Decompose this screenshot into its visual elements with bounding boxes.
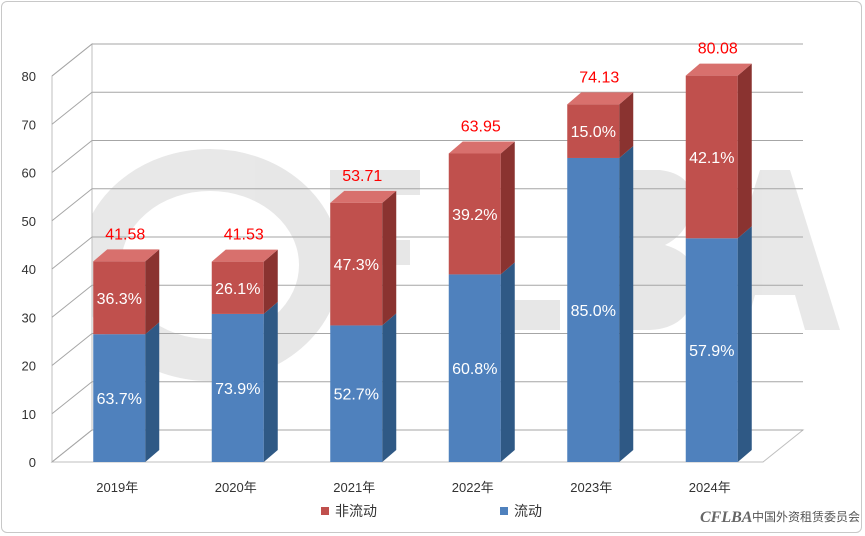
data-label-noncurrent: 42.1% xyxy=(689,150,734,167)
data-labels: 63.7% 36.3% 41.58 73.9% 26.1% 41.53 52.7% 47.3%… xyxy=(97,41,738,408)
bar-top-face xyxy=(330,190,397,203)
gridline xyxy=(51,140,803,173)
bar-top-face xyxy=(567,92,634,105)
bar-noncurrent-side xyxy=(263,249,278,314)
bar-noncurrent xyxy=(211,261,264,314)
bar-current xyxy=(448,274,501,462)
bar-top-face xyxy=(211,249,278,262)
bar-noncurrent-side xyxy=(500,141,515,275)
data-label-noncurrent: 39.2% xyxy=(452,207,497,224)
bar-top-face xyxy=(93,249,160,262)
x-tick-label: 2021年 xyxy=(333,480,375,495)
data-label-total: 74.13 xyxy=(579,69,619,86)
gridlines xyxy=(51,43,803,463)
x-tick-label: 2024年 xyxy=(689,480,731,495)
data-label-total: 41.58 xyxy=(105,226,145,243)
legend-swatch-current xyxy=(500,507,508,515)
bar-noncurrent xyxy=(685,75,738,239)
legend-label-noncurrent: 非流动 xyxy=(335,503,377,519)
bar-noncurrent xyxy=(330,202,383,326)
y-tick-label: 40 xyxy=(22,262,36,277)
data-label-noncurrent: 26.1% xyxy=(215,281,260,298)
watermark-logo: CFLBA xyxy=(700,509,753,526)
y-tick-label: 80 xyxy=(22,69,36,84)
x-tick-label: 2020年 xyxy=(215,480,257,495)
data-label-current: 52.7% xyxy=(334,387,379,404)
bar-noncurrent xyxy=(93,261,146,335)
data-label-current: 85.0% xyxy=(571,303,616,320)
bar-current xyxy=(567,157,620,462)
bar-current-side xyxy=(737,226,752,462)
data-label-noncurrent: 36.3% xyxy=(97,291,142,308)
x-tick-label: 2019年 xyxy=(96,480,138,495)
y-tick-label: 60 xyxy=(22,166,36,181)
gridline xyxy=(51,91,803,125)
data-label-current: 57.9% xyxy=(689,343,734,360)
data-label-noncurrent: 15.0% xyxy=(571,124,616,141)
gridline xyxy=(51,381,803,415)
gridline xyxy=(51,284,803,318)
bar-current xyxy=(211,313,264,462)
y-tick-label: 20 xyxy=(22,359,36,374)
data-label-total: 63.95 xyxy=(461,118,501,135)
bar-noncurrent xyxy=(448,153,501,275)
bar-current xyxy=(93,334,146,462)
bar-current-side xyxy=(382,313,397,462)
bar-noncurrent xyxy=(567,104,620,158)
gridline xyxy=(51,43,803,77)
data-label-current: 60.8% xyxy=(452,361,497,378)
bar-noncurrent-side xyxy=(619,92,634,158)
y-tick-label: 0 xyxy=(29,455,36,470)
data-label-total: 80.08 xyxy=(698,41,738,58)
bar-current xyxy=(330,325,383,462)
gridline xyxy=(51,333,803,366)
bar-noncurrent-side xyxy=(145,249,160,335)
bar-current xyxy=(685,238,738,462)
y-tick-label: 70 xyxy=(22,117,36,132)
data-label-total: 41.53 xyxy=(224,227,264,244)
data-label-total: 53.71 xyxy=(342,168,382,185)
gridline xyxy=(51,236,803,270)
legend-label-current: 流动 xyxy=(514,503,542,519)
data-label-current: 73.9% xyxy=(215,381,260,398)
y-tick-label: 30 xyxy=(22,310,36,325)
bar-top-face xyxy=(448,141,515,154)
y-axis: 0 10 20 30 40 50 60 70 80 xyxy=(22,69,36,470)
bar-current-side xyxy=(619,145,634,462)
bar-top-face xyxy=(685,63,752,76)
bar-current-side xyxy=(500,262,515,462)
x-axis: 2019年 2020年 2021年 2022年 2023年 2024年 xyxy=(96,480,730,495)
legend-swatch-noncurrent xyxy=(321,507,329,515)
bars xyxy=(93,63,752,462)
data-label-current: 63.7% xyxy=(97,391,142,408)
y-tick-label: 50 xyxy=(22,214,36,229)
gridline xyxy=(51,188,803,222)
bar-current-side xyxy=(263,301,278,462)
x-tick-label: 2023年 xyxy=(570,480,612,495)
corner-watermark: CFLBA 中国外资租赁委员会 xyxy=(700,509,860,526)
x-tick-label: 2022年 xyxy=(452,480,494,495)
y-tick-label: 10 xyxy=(22,407,36,422)
data-label-noncurrent: 47.3% xyxy=(334,257,379,274)
watermark-org-name: 中国外资租赁委员会 xyxy=(752,509,860,524)
legend: 非流动 流动 xyxy=(321,503,542,519)
bar-noncurrent-side xyxy=(382,190,397,326)
bar-current-side xyxy=(145,322,160,462)
bar-noncurrent-side xyxy=(737,63,752,239)
gridline xyxy=(51,429,803,463)
